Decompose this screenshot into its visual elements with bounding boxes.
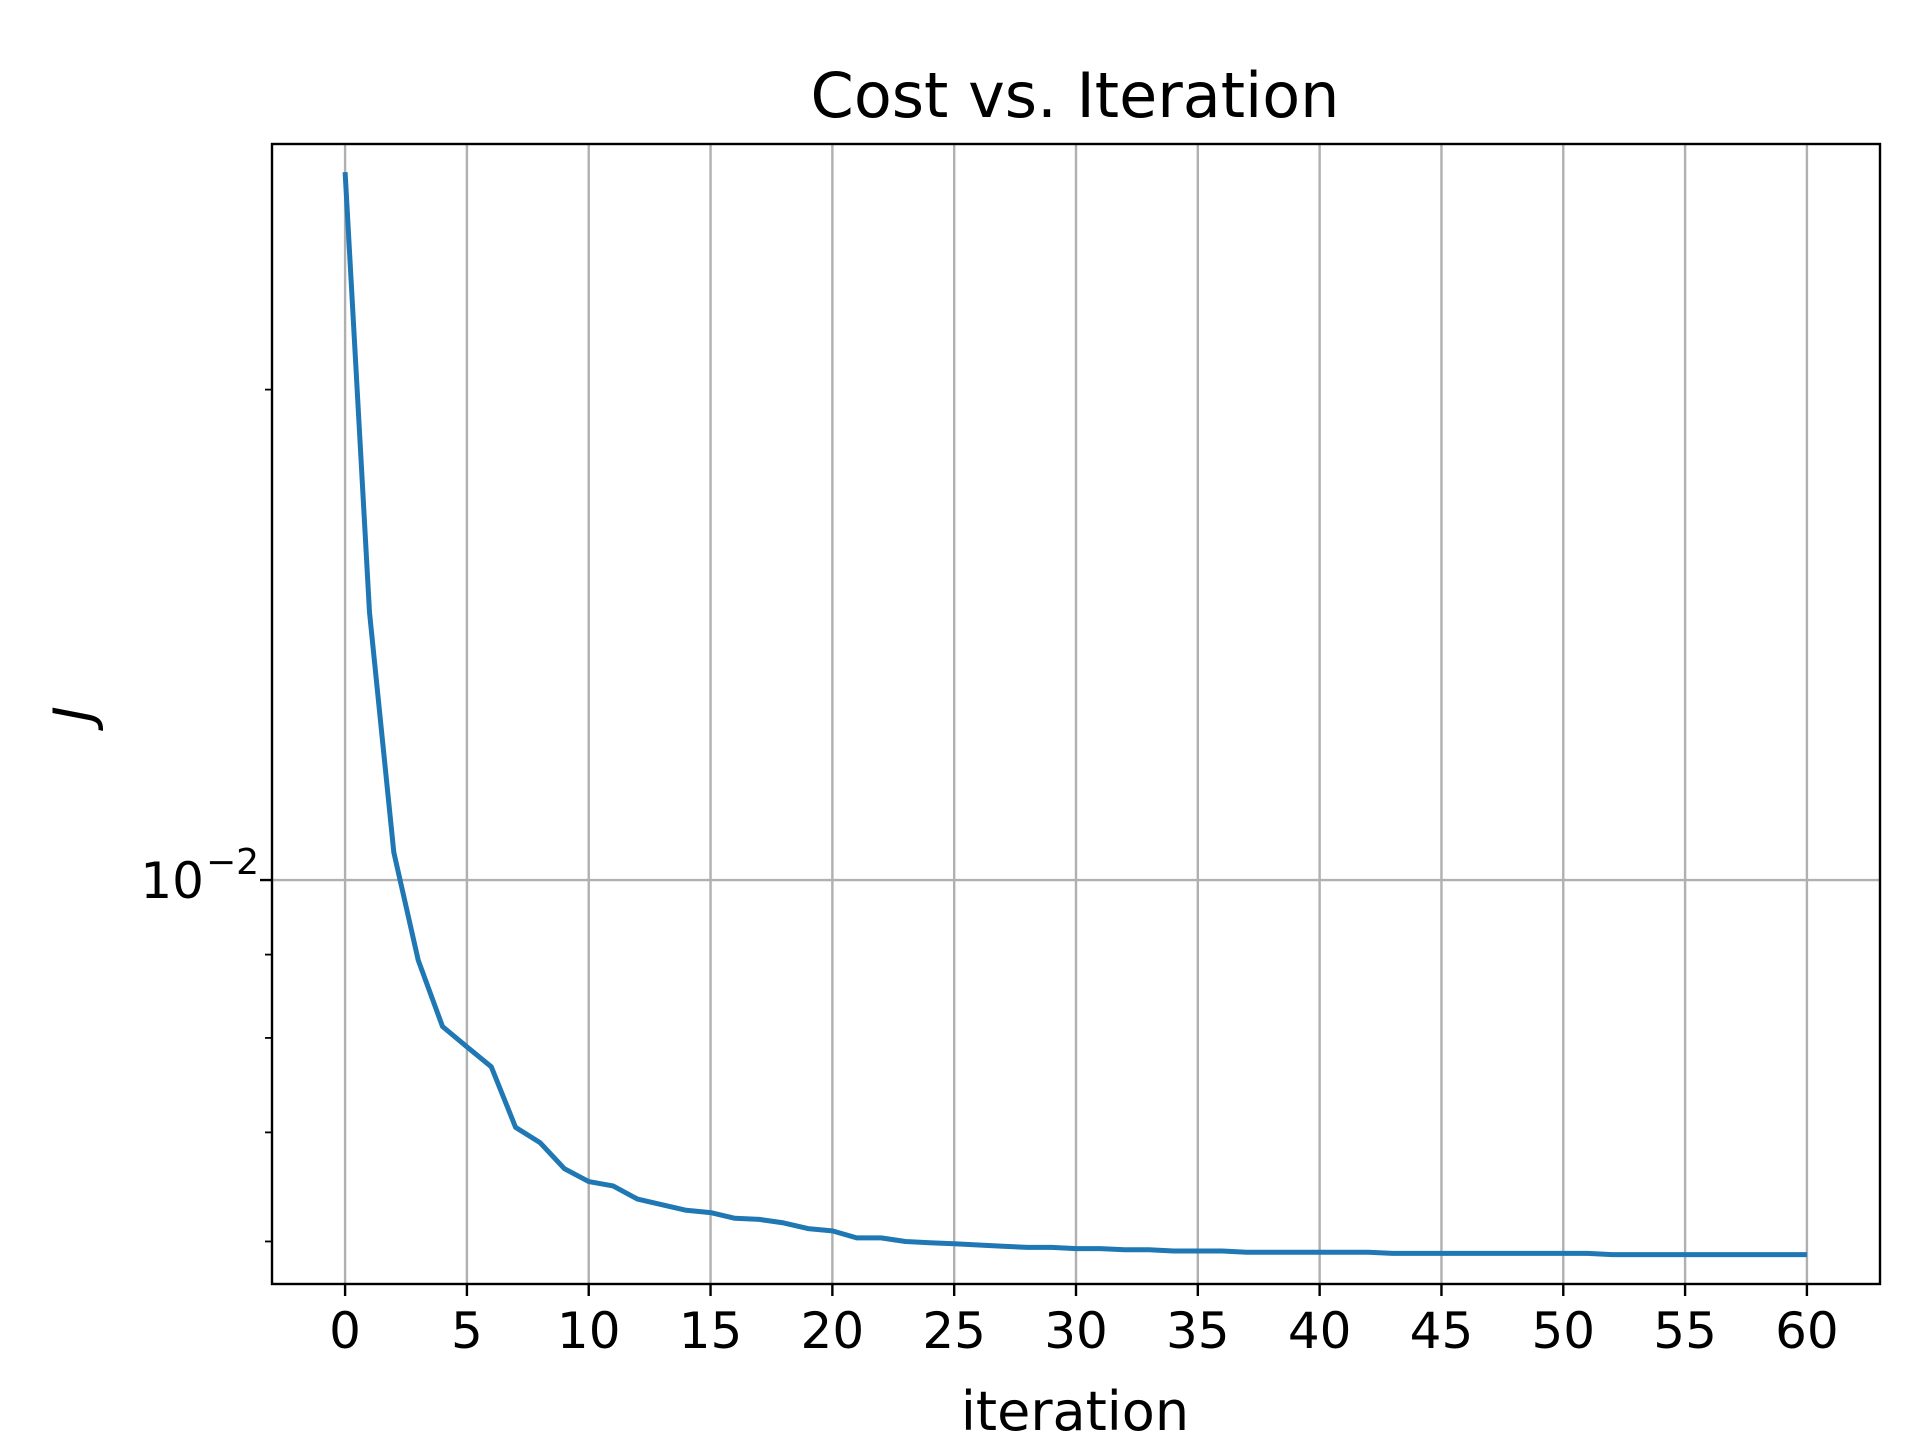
chart-title: Cost vs. Iteration	[811, 59, 1340, 132]
x-tick-label: 40	[1288, 1302, 1352, 1360]
x-tick-label: 30	[1044, 1302, 1108, 1360]
x-tick-label: 60	[1775, 1302, 1839, 1360]
grid	[272, 144, 1880, 1284]
x-tick-label: 15	[679, 1302, 743, 1360]
x-tick-label: 50	[1531, 1302, 1595, 1360]
x-axis-label: iteration	[961, 1380, 1189, 1440]
cost-series-line	[342, 171, 1807, 1258]
y-tick-label: 10	[140, 852, 204, 910]
x-tick-label: 10	[557, 1302, 621, 1360]
x-tick-label: 20	[801, 1302, 865, 1360]
x-tick-label: 5	[451, 1302, 483, 1360]
plot-area	[342, 171, 1807, 1258]
x-tick-label: 25	[922, 1302, 986, 1360]
x-tick-label: 35	[1166, 1302, 1230, 1360]
x-tick-label: 55	[1653, 1302, 1717, 1360]
x-tick-label: 45	[1410, 1302, 1474, 1360]
y-tick-exponent: −2	[206, 842, 259, 883]
x-tick-label: 0	[329, 1302, 361, 1360]
y-axis-label: J	[42, 706, 105, 731]
